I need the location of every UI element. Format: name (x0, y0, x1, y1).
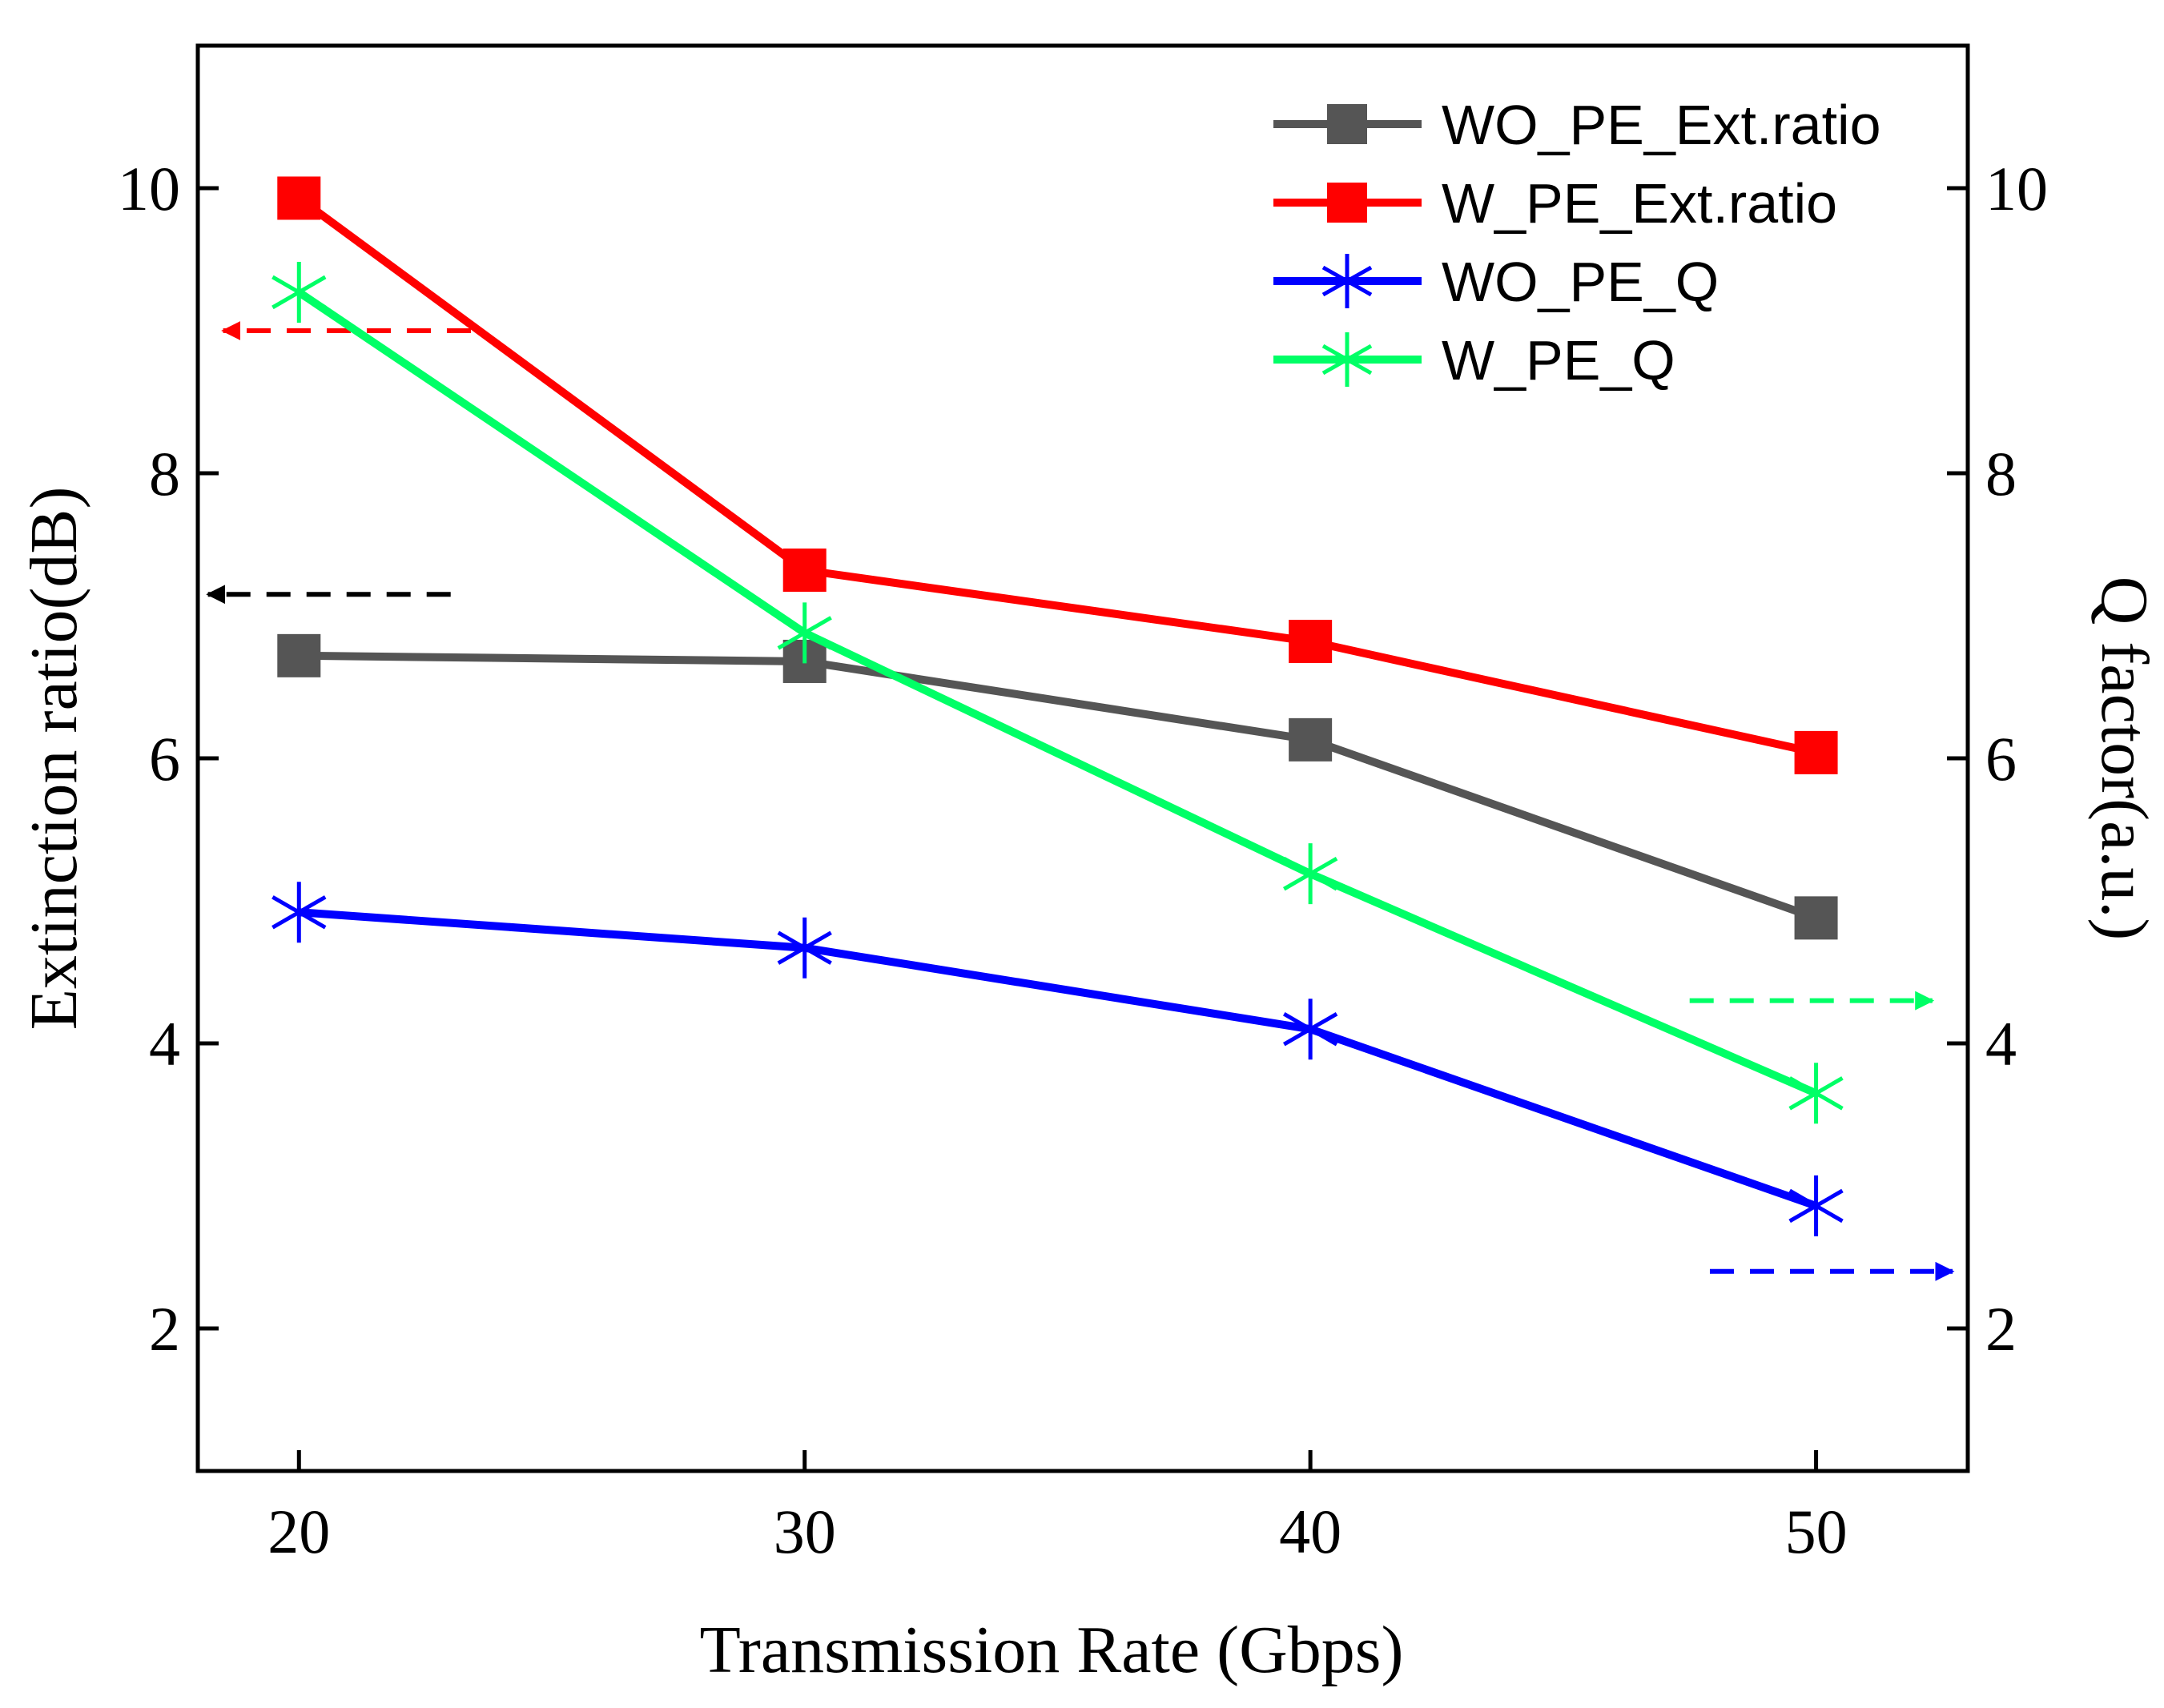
legend: WO_PE_Ext.ratio W_PE_Ext.ratio WO_PE_Q (1273, 94, 1881, 392)
asterisk-stroke (1788, 1188, 1844, 1224)
series-layer (272, 176, 1844, 1236)
series-line (298, 908, 1818, 1210)
legend-entry-wo-pe-ext-ratio: WO_PE_Ext.ratio (1273, 94, 1881, 156)
data-point-asterisk (1282, 843, 1338, 905)
right-y-tick-label: 6 (1985, 724, 2017, 794)
data-point-asterisk (272, 261, 327, 323)
data-point-square (782, 549, 827, 593)
data-point-asterisk (777, 917, 832, 979)
series-wo-pe-q (272, 882, 1844, 1236)
legend-label: W_PE_Q (1442, 329, 1675, 392)
data-point-asterisk (1788, 1063, 1844, 1124)
asterisk-stroke (1282, 1012, 1338, 1047)
series-wo-pe-ext-ratio (277, 633, 1838, 940)
series-w-pe-ext-ratio (277, 176, 1838, 774)
right-y-tick-label: 8 (1985, 439, 2017, 508)
legend-entry-w-pe-q: W_PE_Q (1273, 329, 1675, 392)
left-y-tick-label: 4 (149, 1009, 180, 1079)
x-tick-label: 40 (1279, 1497, 1341, 1566)
legend-entry-w-pe-ext-ratio: W_PE_Ext.ratio (1273, 172, 1837, 235)
legend-label: W_PE_Ext.ratio (1442, 172, 1837, 235)
data-point-asterisk (1788, 1175, 1844, 1236)
left-y-tick-label: 10 (118, 154, 180, 223)
legend-asterisk-marker-icon (1321, 332, 1373, 387)
data-point-square (1794, 896, 1838, 940)
legend-square-marker-icon (1327, 104, 1367, 144)
legend-square-marker-icon (1327, 183, 1367, 223)
left-y-tick-label: 6 (149, 724, 180, 794)
data-point-asterisk (777, 602, 832, 664)
right-y-tick-label: 4 (1985, 1009, 2017, 1079)
asterisk-stroke (1788, 1076, 1844, 1111)
legend-asterisk-marker-icon (1321, 254, 1373, 308)
x-tick-label: 50 (1785, 1497, 1848, 1566)
annotation-arrows (206, 321, 1955, 1281)
data-point-square (1794, 730, 1838, 774)
legend-entry-wo-pe-q: WO_PE_Q (1273, 251, 1719, 313)
asterisk-stroke (272, 275, 327, 310)
asterisk-stroke (1282, 857, 1338, 891)
right-y-tick-label: 10 (1985, 154, 2048, 223)
series-w-pe-q (272, 261, 1844, 1124)
data-point-asterisk (1282, 999, 1338, 1060)
data-point-asterisk (272, 882, 327, 943)
data-point-square (277, 633, 321, 677)
right-y-tick-label: 2 (1985, 1294, 2017, 1364)
asterisk-stroke (272, 895, 327, 930)
right-y-axis-title: Q factor(a.u.) (2087, 577, 2162, 941)
data-point-square (277, 176, 321, 220)
asterisk-stroke (777, 616, 832, 650)
x-axis-ticks: 20 30 40 50 (267, 1450, 1848, 1566)
series-line (296, 288, 1818, 1097)
asterisk-stroke (777, 930, 832, 965)
right-y-axis-ticks: 2 4 6 8 10 (1947, 154, 2048, 1364)
left-y-axis-title: Extinction ratio(dB) (17, 487, 91, 1031)
x-tick-label: 20 (267, 1497, 330, 1566)
data-point-square (1289, 717, 1333, 762)
left-y-tick-label: 8 (149, 439, 180, 508)
series-line (296, 195, 1817, 757)
series-line (299, 651, 1818, 922)
left-y-axis-ticks: 2 4 6 8 10 (118, 154, 219, 1364)
data-point-square (1289, 620, 1333, 664)
left-y-tick-label: 2 (149, 1294, 180, 1364)
x-axis-title: Transmission Rate (Gbps) (700, 1613, 1404, 1687)
legend-label: WO_PE_Ext.ratio (1442, 94, 1881, 156)
legend-label: WO_PE_Q (1442, 251, 1719, 313)
x-tick-label: 30 (774, 1497, 836, 1566)
